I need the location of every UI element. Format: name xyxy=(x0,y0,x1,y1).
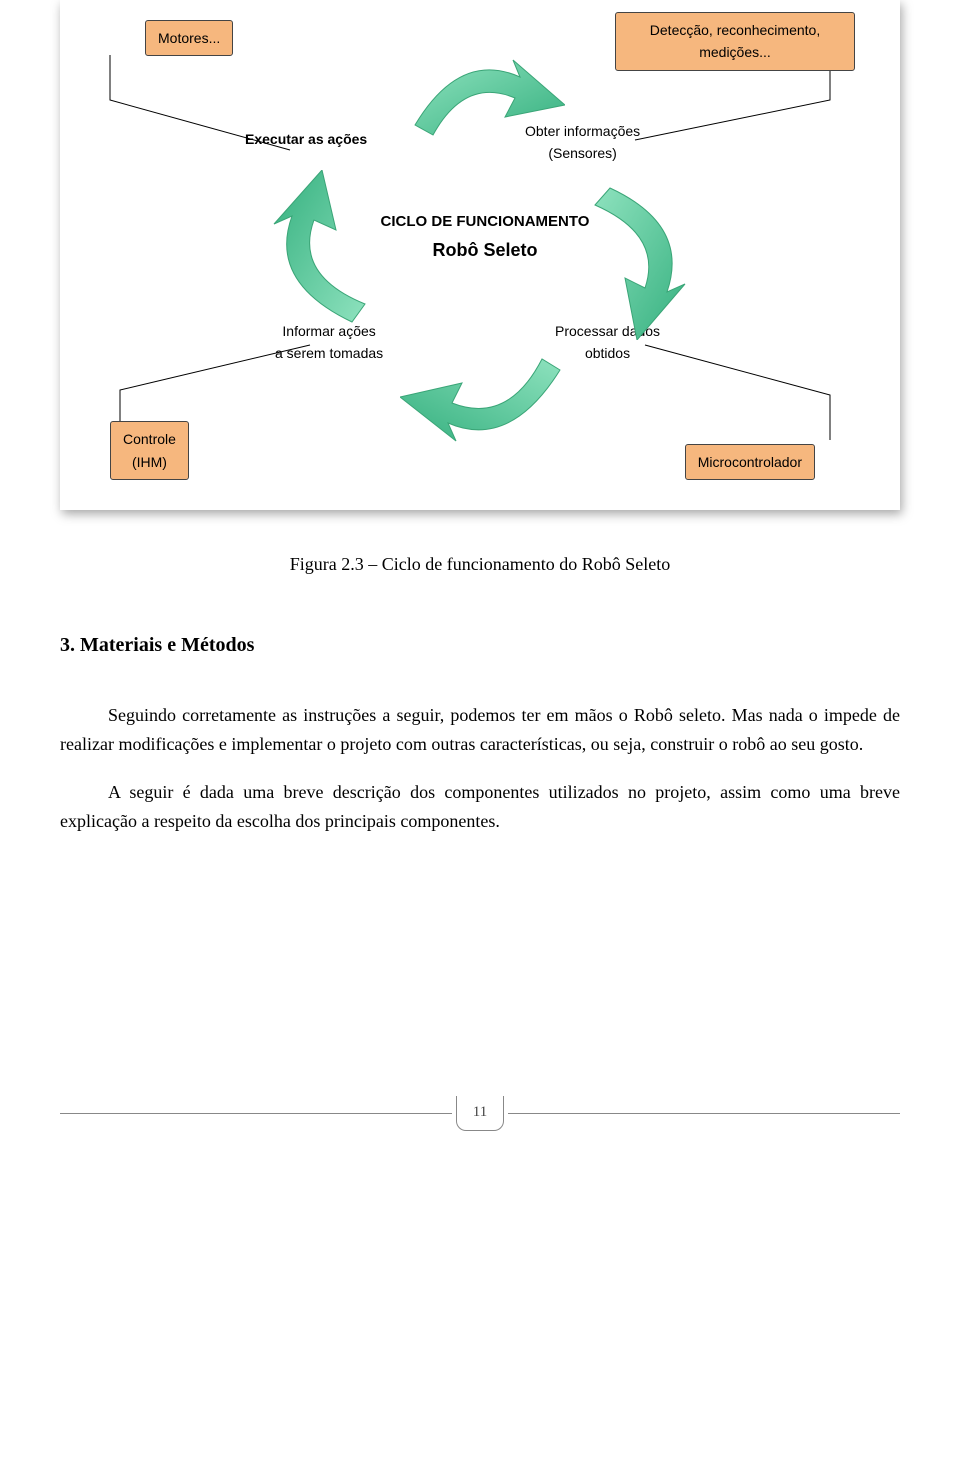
box-micro: Microcontrolador xyxy=(685,444,815,480)
cycle-arrow-top xyxy=(405,55,565,155)
footer-rule-right xyxy=(508,1113,900,1114)
cycle-arrow-right xyxy=(585,180,695,340)
box-deteccao: Detecção, reconhecimento, medições... xyxy=(615,12,855,71)
center-title-line2: Robô Seleto xyxy=(375,236,595,265)
label-executar: Executar as ações xyxy=(245,128,367,150)
cycle-diagram-container: Motores... Detecção, reconhecimento, med… xyxy=(60,0,900,510)
page-footer: 11 xyxy=(60,1096,900,1131)
paragraph-1: Seguindo corretamente as instruções a se… xyxy=(60,701,900,759)
section-heading: 3. Materiais e Métodos xyxy=(60,629,900,661)
cycle-arrow-left xyxy=(260,170,375,330)
cycle-diagram: Motores... Detecção, reconhecimento, med… xyxy=(60,0,900,510)
footer-rule-left xyxy=(60,1113,452,1114)
paragraph-2: A seguir é dada uma breve descrição dos … xyxy=(60,778,900,836)
page-number: 11 xyxy=(456,1096,504,1131)
box-motores: Motores... xyxy=(145,20,233,56)
center-title: CICLO DE FUNCIONAMENTO Robô Seleto xyxy=(375,210,595,265)
figure-caption: Figura 2.3 – Ciclo de funcionamento do R… xyxy=(60,550,900,579)
box-controle: Controle (IHM) xyxy=(110,421,189,480)
cycle-arrow-bottom xyxy=(400,345,570,450)
center-title-line1: CICLO DE FUNCIONAMENTO xyxy=(375,210,595,234)
